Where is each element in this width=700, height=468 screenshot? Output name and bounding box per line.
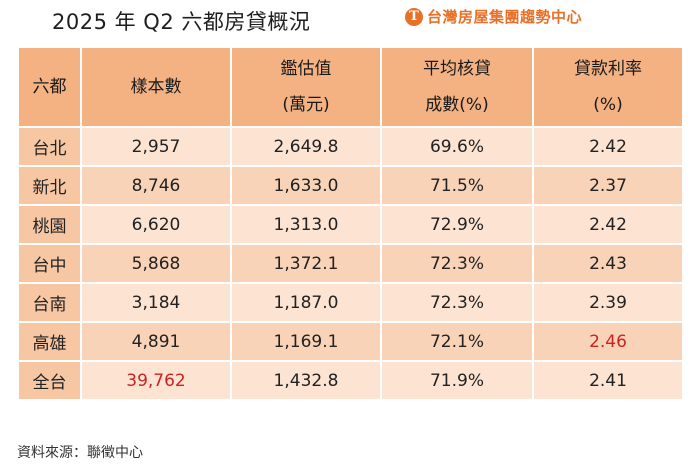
table-row: 桃園 6,620 1,313.0 72.9% 2.42 [17,204,684,245]
rate-cell: 2.37 [532,165,684,206]
table-row-total: 全台 39,762 1,432.8 71.9% 2.41 [17,360,684,401]
table-row: 新北 8,746 1,633.0 71.5% 2.37 [17,165,684,206]
header-ltv-unit: 成數(%) [425,95,489,115]
header-valuation: 鑑估值 (萬元) [230,46,382,128]
header-valuation-unit: (萬元) [282,95,330,115]
valuation-cell: 1,633.0 [230,165,382,206]
valuation-cell: 1,169.1 [230,321,382,362]
rate-cell: 2.43 [532,243,684,284]
header-city-label: 六都 [32,77,67,97]
samples-cell: 6,620 [80,204,232,245]
samples-cell-highlight: 39,762 [80,360,232,401]
ltv-cell: 72.3% [380,282,534,323]
ltv-cell: 72.9% [380,204,534,245]
city-cell: 高雄 [17,321,82,362]
brand-name: 台灣房屋集團趨勢中心 [427,8,583,26]
header-ltv-label: 平均核貸 [423,59,491,79]
table-row: 台南 3,184 1,187.0 72.3% 2.39 [17,282,684,323]
header-ltv: 平均核貸 成數(%) [380,46,534,128]
table-row: 台中 5,868 1,372.1 72.3% 2.43 [17,243,684,284]
table-header-row: 六都 樣本數 鑑估值 (萬元) 平均核貸 成數(%) 貸款利率 (%) [17,46,684,128]
city-cell: 台中 [17,243,82,284]
ltv-cell: 71.9% [380,360,534,401]
header-samples: 樣本數 [80,46,232,128]
page-title: 2025 年 Q2 六都房貸概況 [52,10,311,34]
mortgage-table: 六都 樣本數 鑑估值 (萬元) 平均核貸 成數(%) 貸款利率 (%) 台北 2… [17,46,684,401]
city-cell: 新北 [17,165,82,206]
header-rate-unit: (%) [593,95,623,115]
header-rate-label: 貸款利率 [574,59,642,79]
rate-cell-highlight: 2.46 [532,321,684,362]
valuation-cell: 1,313.0 [230,204,382,245]
header-rate: 貸款利率 (%) [532,46,684,128]
ltv-cell: 72.1% [380,321,534,362]
table-row: 台北 2,957 2,649.8 69.6% 2.42 [17,126,684,167]
valuation-cell: 1,187.0 [230,282,382,323]
valuation-cell: 2,649.8 [230,126,382,167]
samples-cell: 2,957 [80,126,232,167]
source-note: 資料來源：聯徵中心 [17,445,143,461]
brand-logo-icon: T [405,7,423,26]
rate-cell: 2.41 [532,360,684,401]
header-samples-label: 樣本數 [130,77,182,97]
samples-cell: 3,184 [80,282,232,323]
ltv-cell: 71.5% [380,165,534,206]
samples-cell: 8,746 [80,165,232,206]
city-cell: 全台 [17,360,82,401]
valuation-cell: 1,432.8 [230,360,382,401]
rate-cell: 2.42 [532,126,684,167]
header-valuation-label: 鑑估值 [280,59,332,79]
samples-cell: 4,891 [80,321,232,362]
table-row: 高雄 4,891 1,169.1 72.1% 2.46 [17,321,684,362]
brand-logo: T 台灣房屋集團趨勢中心 [405,6,582,27]
rate-cell: 2.42 [532,204,684,245]
city-cell: 台北 [17,126,82,167]
city-cell: 台南 [17,282,82,323]
samples-cell: 5,868 [80,243,232,284]
city-cell: 桃園 [17,204,82,245]
rate-cell: 2.39 [532,282,684,323]
valuation-cell: 1,372.1 [230,243,382,284]
header-city: 六都 [17,46,82,128]
ltv-cell: 72.3% [380,243,534,284]
ltv-cell: 69.6% [380,126,534,167]
